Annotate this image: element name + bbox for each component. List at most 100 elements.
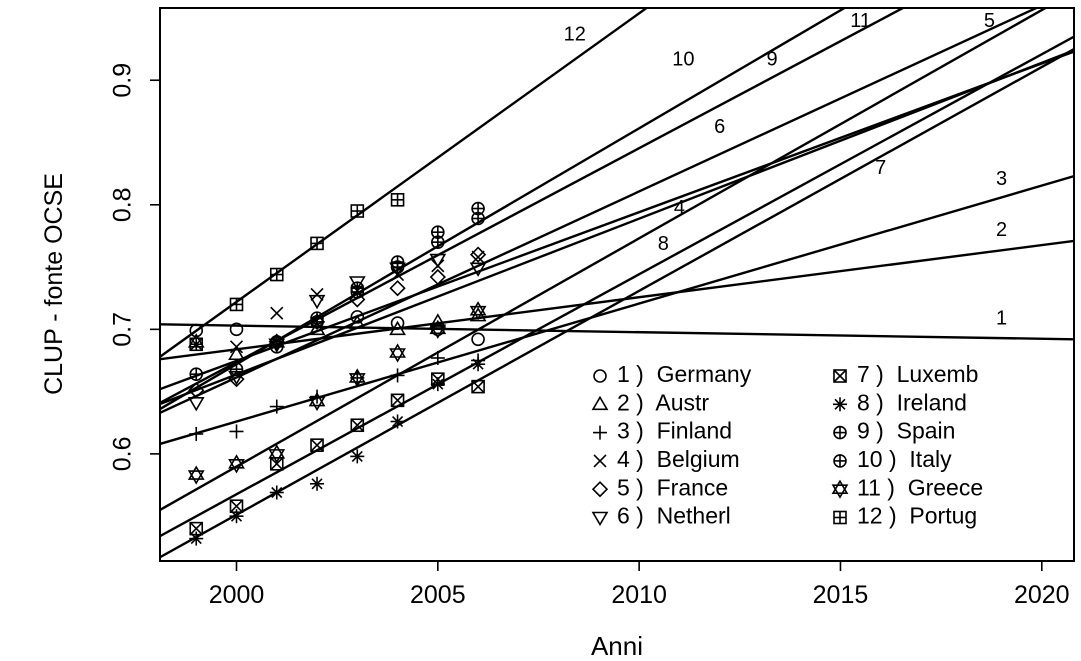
- data-point-7-2006: [471, 379, 485, 394]
- x-tick-label-2010: 2010: [611, 581, 667, 609]
- trend-line-5: [160, 8, 1040, 414]
- data-point-9-2001: [269, 334, 284, 349]
- data-point-5-2005: [429, 268, 446, 286]
- data-point-12-2004: [390, 193, 405, 207]
- data-point-6-2002: [308, 294, 326, 310]
- legend-symbol-2: [591, 395, 609, 411]
- legend-symbol-9: [833, 425, 847, 440]
- data-point-12-2002: [310, 236, 324, 251]
- legend-label-3: 3 ) Finland: [617, 418, 732, 444]
- data-point-3-2005: [430, 350, 445, 365]
- line-label-5: 5: [984, 10, 995, 32]
- data-point-1-2006: [471, 332, 485, 347]
- data-point-6-2006: [469, 262, 487, 277]
- y-tick-label-0.9: 0.9: [109, 63, 137, 98]
- data-point-7-2004: [390, 393, 405, 408]
- data-point-7-2003: [350, 418, 365, 433]
- legend-symbol-10: [833, 454, 847, 468]
- data-point-7-2002: [310, 438, 324, 452]
- data-point-2-2005: [429, 313, 447, 328]
- data-point-1-1999: [189, 323, 204, 338]
- data-point-4-2000: [229, 340, 244, 354]
- y-axis-label: CLUP - fonte OCSE: [40, 173, 68, 395]
- line-label-7: 7: [875, 157, 886, 179]
- legend-symbol-5: [591, 481, 609, 498]
- line-label-4: 4: [674, 197, 685, 219]
- legend-label-7: 7 ) Luxemb: [857, 361, 978, 387]
- data-point-8-2002: [310, 476, 325, 491]
- trend-line-7: [160, 35, 1074, 538]
- trend-line-11: [160, 8, 1048, 511]
- legend-symbol-7: [833, 369, 847, 383]
- data-point-10-2004: [390, 255, 405, 269]
- y-tick-label-0.7: 0.7: [109, 312, 137, 347]
- line-label-10: 10: [672, 49, 694, 71]
- data-point-8-2006: [471, 357, 486, 372]
- trend-line-6: [160, 49, 1074, 406]
- legend-label-5: 5 ) France: [617, 474, 728, 500]
- data-point-5-2006: [469, 246, 487, 263]
- data-point-1-2004: [390, 316, 405, 330]
- x-tick-label-2005: 2005: [410, 581, 466, 609]
- x-tick-label-2020: 2020: [1014, 581, 1070, 609]
- line-label-8: 8: [658, 233, 669, 255]
- y-tick-label-0.6: 0.6: [109, 437, 137, 472]
- data-point-11-2002: [308, 391, 326, 412]
- data-point-1-2000: [229, 322, 244, 337]
- data-point-8-2004: [390, 414, 405, 429]
- data-point-10-2003: [350, 281, 365, 296]
- trend-line-8: [160, 48, 1074, 559]
- data-point-10-2005: [431, 225, 445, 239]
- legend-symbol-8: [833, 397, 847, 412]
- data-point-2-2004: [389, 320, 406, 336]
- data-point-3-2004: [390, 368, 405, 383]
- data-point-8-2003: [350, 449, 365, 464]
- legend-symbol-3: [593, 425, 607, 440]
- data-point-1-2003: [350, 310, 365, 324]
- data-points: [187, 193, 487, 546]
- data-point-2-2002: [308, 320, 326, 336]
- y-tick-label-0.8: 0.8: [109, 187, 137, 222]
- data-point-4-2006: [471, 250, 485, 264]
- trend-line-10: [160, 8, 847, 411]
- legend-label-1: 1 ) Germany: [617, 361, 752, 387]
- trend-line-3: [160, 174, 1074, 446]
- x-axis: 2000 2005 2010 2015 2020: [209, 561, 1070, 609]
- y-axis: 0.6 0.7 0.8 0.9: [109, 63, 160, 471]
- legend-symbol-4: [593, 454, 607, 468]
- legend-label-9: 9 ) Spain: [857, 418, 955, 444]
- data-point-6-2005: [429, 253, 447, 269]
- data-point-12-2001: [269, 267, 284, 282]
- data-point-2-2003: [348, 314, 366, 329]
- data-point-9-1999: [189, 367, 204, 381]
- data-point-11-2006: [469, 301, 487, 321]
- trend-line-12: [160, 8, 649, 358]
- legend-symbol-11: [831, 479, 849, 499]
- data-point-7-1999: [189, 521, 204, 536]
- legend-label-6: 6 ) Netherl: [617, 503, 731, 529]
- data-point-4-2002: [310, 287, 324, 302]
- legend-label-12: 12 ) Portug: [857, 503, 977, 529]
- legend-label-11: 11 ) Greece: [857, 474, 983, 500]
- trend-line-1: [160, 323, 1074, 341]
- data-point-12-2000: [229, 297, 244, 312]
- plot-frame: [159, 7, 1075, 562]
- data-point-8-1999: [189, 531, 204, 546]
- data-point-3-2001: [269, 399, 284, 414]
- data-point-11-2004: [389, 343, 406, 363]
- data-point-8-2001: [269, 485, 284, 500]
- data-point-4-2001: [270, 306, 284, 320]
- legend-label-4: 4 ) Belgium: [617, 446, 740, 472]
- data-point-11-2000: [228, 454, 245, 474]
- legend-symbol-12: [833, 510, 847, 525]
- legend-symbol-1: [593, 369, 607, 383]
- x-tick-label-2000: 2000: [209, 581, 265, 609]
- data-point-3-2000: [229, 424, 244, 439]
- line-label-2: 2: [996, 219, 1007, 241]
- data-point-10-2002: [310, 315, 324, 329]
- x-tick-label-2015: 2015: [813, 581, 869, 609]
- data-point-1-2005: [431, 322, 445, 337]
